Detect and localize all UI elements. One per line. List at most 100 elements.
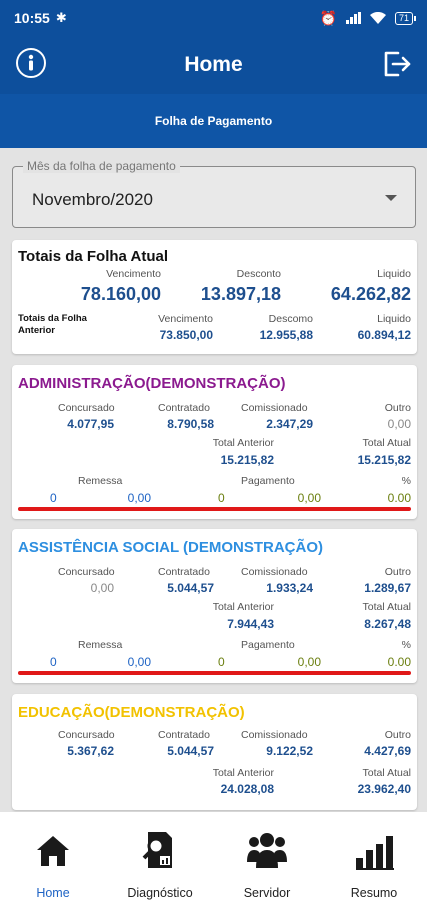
total-anterior-value: 15.215,82 — [220, 453, 274, 467]
wifi-icon — [369, 12, 386, 24]
contratado-value: 5.044,57 — [167, 744, 214, 758]
total-atual-label: Total Atual — [362, 767, 411, 779]
comissionado-label: Comissionado — [241, 566, 308, 578]
percent-label: % — [401, 639, 411, 651]
totals-title: Totais da Folha Atual — [18, 248, 169, 265]
vencimento-label: Vencimento — [106, 268, 161, 280]
prev-liquido-label: Liquido — [377, 313, 411, 325]
nav-label-resumo: Resumo — [350, 886, 398, 900]
comissionado-label: Comissionado — [241, 402, 308, 414]
progress-divider — [18, 671, 411, 675]
month-select[interactable]: Mês da folha de pagamento Novembro/2020 — [12, 159, 416, 228]
total-anterior-label: Total Anterior — [212, 437, 274, 449]
nav-diagnostico[interactable]: Diagnóstico — [107, 812, 213, 900]
prev-desconto-value: 12.955,88 — [259, 328, 313, 342]
app-bar: Home — [0, 36, 427, 94]
department-card[interactable]: ASSISTÊNCIA SOCIAL (DEMONSTRAÇÃO) Concur… — [12, 529, 417, 683]
contratado-label: Contratado — [158, 566, 210, 578]
page-title: Home — [184, 53, 243, 76]
pagamento-count: 0 — [218, 655, 225, 669]
department-title: ASSISTÊNCIA SOCIAL (DEMONSTRAÇÃO) — [18, 539, 324, 556]
nav-label-servidor: Servidor — [243, 886, 291, 900]
outro-label: Outro — [384, 402, 411, 414]
percent-value: 0.00 — [387, 491, 411, 505]
nav-home[interactable]: Home — [0, 812, 106, 900]
percent-value: 0.00 — [387, 655, 411, 669]
outro-value: 0,00 — [387, 417, 411, 431]
chevron-down-icon — [385, 195, 397, 201]
status-time: 10:55 — [14, 10, 50, 26]
info-icon[interactable] — [16, 48, 46, 78]
department-title: ADMINISTRAÇÃO(DEMONSTRAÇÃO) — [18, 375, 286, 392]
prev-totals-title: Totais da Folha Anterior — [18, 313, 87, 336]
remessa-value: 0,00 — [127, 491, 151, 505]
pagamento-count: 0 — [218, 491, 225, 505]
nav-servidor[interactable]: Servidor — [214, 812, 320, 900]
total-atual-value: 8.267,48 — [364, 617, 411, 631]
total-atual-value: 23.962,40 — [357, 782, 411, 796]
outro-value: 4.427,69 — [364, 744, 411, 758]
nav-label-home: Home — [36, 886, 70, 900]
prev-liquido-value: 60.894,12 — [357, 328, 411, 342]
concursado-value: 0,00 — [90, 581, 114, 595]
comissionado-value: 1.933,24 — [266, 581, 313, 595]
prev-desconto-label: Descomo — [268, 313, 313, 325]
nav-label-diagnostico: Diagnóstico — [127, 886, 193, 900]
contratado-value: 5.044,57 — [167, 581, 214, 595]
total-anterior-label: Total Anterior — [212, 601, 274, 613]
comissionado-label: Comissionado — [241, 729, 308, 741]
outro-label: Outro — [384, 729, 411, 741]
status-bar: 10:55 ✱ ⏰ 71 — [0, 0, 427, 36]
battery-icon: 71 — [394, 11, 417, 25]
tab-folha-de-pagamento[interactable]: Folha de Pagamento — [0, 94, 427, 148]
progress-divider — [18, 507, 411, 511]
concursado-value: 5.367,62 — [67, 744, 114, 758]
subtitle: Folha de Pagamento — [154, 114, 273, 128]
bar-chart-icon — [356, 836, 394, 870]
remessa-value: 0,00 — [127, 655, 151, 669]
total-atual-label: Total Atual — [362, 601, 411, 613]
liquido-label: Liquido — [377, 268, 411, 280]
home-icon — [37, 836, 69, 866]
contratado-label: Contratado — [158, 729, 210, 741]
department-card[interactable]: ADMINISTRAÇÃO(DEMONSTRAÇÃO) Concursado 4… — [12, 365, 417, 519]
outro-label: Outro — [384, 566, 411, 578]
pagamento-label: Pagamento — [241, 475, 295, 487]
month-select-value: Novembro/2020 — [32, 190, 153, 209]
desconto-label: Desconto — [236, 268, 281, 280]
month-select-label: Mês da folha de pagamento — [23, 159, 180, 173]
prev-vencimento-value: 73.850,00 — [159, 328, 213, 342]
percent-label: % — [401, 475, 411, 487]
alarm-icon: ⏰ — [319, 9, 337, 26]
remessa-label: Remessa — [78, 639, 123, 651]
remessa-count: 0 — [50, 655, 57, 669]
comissionado-value: 9.122,52 — [266, 744, 313, 758]
pagamento-value: 0,00 — [297, 491, 321, 505]
pagamento-value: 0,00 — [297, 655, 321, 669]
logout-icon[interactable] — [381, 48, 413, 80]
total-anterior-value: 24.028,08 — [220, 782, 274, 796]
bluetooth-icon: ✱ — [55, 10, 67, 25]
department-card[interactable]: EDUCAÇÃO(DEMONSTRAÇÃO) Concursado 5.367,… — [12, 694, 417, 810]
desconto-value: 13.897,18 — [200, 284, 281, 304]
users-icon — [247, 833, 287, 868]
diagnostic-icon — [142, 832, 172, 868]
total-atual-label: Total Atual — [362, 437, 411, 449]
total-atual-value: 15.215,82 — [357, 453, 411, 467]
outro-value: 1.289,67 — [364, 581, 411, 595]
remessa-count: 0 — [50, 491, 57, 505]
concursado-label: Concursado — [58, 402, 115, 414]
total-anterior-value: 7.944,43 — [227, 617, 274, 631]
concursado-label: Concursado — [58, 566, 115, 578]
concursado-label: Concursado — [58, 729, 115, 741]
contratado-value: 8.790,58 — [167, 417, 214, 431]
total-anterior-label: Total Anterior — [212, 767, 274, 779]
pagamento-label: Pagamento — [241, 639, 295, 651]
comissionado-value: 2.347,29 — [266, 417, 313, 431]
concursado-value: 4.077,95 — [67, 417, 114, 431]
remessa-label: Remessa — [78, 475, 123, 487]
signal-icon — [345, 12, 361, 24]
nav-resumo[interactable]: Resumo — [321, 812, 427, 900]
liquido-value: 64.262,82 — [330, 284, 411, 304]
department-title: EDUCAÇÃO(DEMONSTRAÇÃO) — [18, 704, 245, 721]
